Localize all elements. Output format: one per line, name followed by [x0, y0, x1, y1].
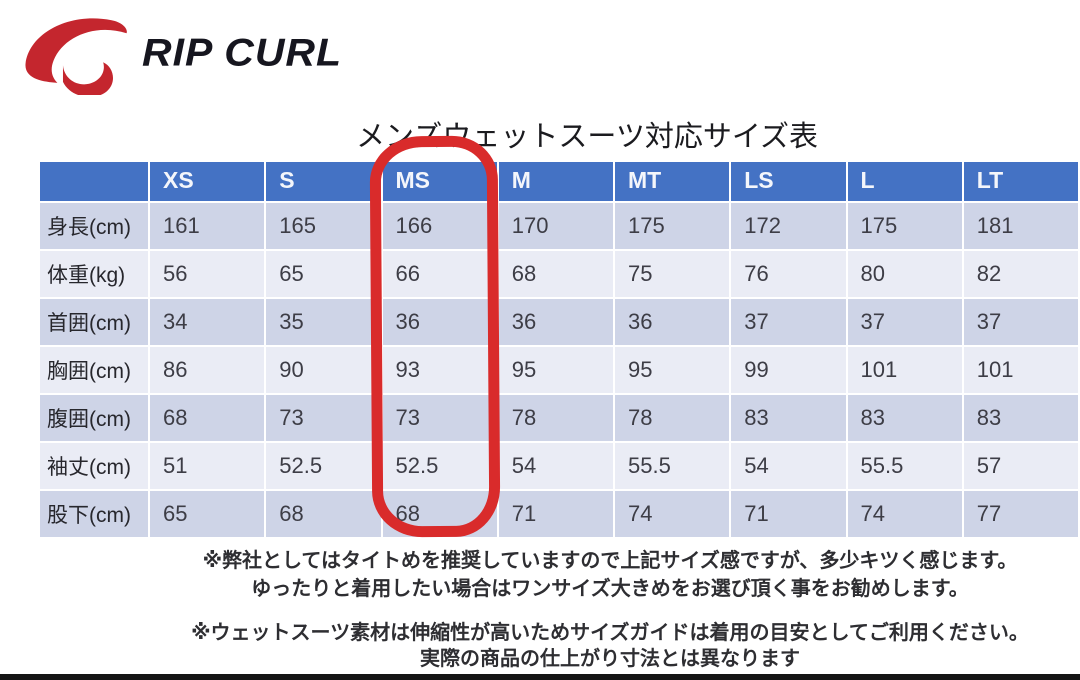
- table-cell: 68: [380, 489, 499, 539]
- table-cell: 74: [845, 489, 964, 539]
- table-cell: 166: [380, 201, 499, 251]
- table-cell: 52.5: [380, 441, 499, 491]
- table-cell: 66: [380, 249, 499, 299]
- table-row: 身長(cm) 161 165 166 170 175 172 175 181: [38, 201, 1080, 251]
- table-cell: 175: [845, 201, 964, 251]
- table-cell: 78: [496, 393, 616, 443]
- table-cell: 80: [845, 249, 964, 299]
- table-cell: 37: [845, 297, 964, 347]
- header-row: XS S MS M MT LS L LT: [38, 160, 1080, 203]
- table-cell: 56: [147, 249, 267, 299]
- note-line: ※ウェットスーツ素材は伸縮性が高いためサイズガイドは着用の目安としてご利用くださ…: [191, 622, 1029, 644]
- table-cell: 36: [612, 297, 732, 347]
- table-cell: 101: [845, 345, 964, 395]
- size-table: XS S MS M MT LS L LT 身長(cm) 161 165 166 170 175 172 17…: [38, 160, 1080, 539]
- table-cell: 55.5: [612, 441, 732, 491]
- table-cell: 73: [264, 393, 383, 443]
- size-table-body: 身長(cm) 161 165 166 170 175 172 175 181 体重(kg) 56 65…: [38, 201, 1080, 539]
- note-line: ※弊社としてはタイトめを推奨していますので上記サイズ感ですが、多少キツく感じます…: [202, 550, 1018, 572]
- column-header-m: M: [496, 160, 616, 203]
- row-label: 首囲(cm): [38, 297, 150, 347]
- row-label: 胸囲(cm): [38, 345, 150, 395]
- row-label: 股下(cm): [38, 489, 150, 539]
- note-line: 実際の商品の仕上がり寸法とは異なります: [420, 648, 800, 670]
- table-cell: 77: [961, 489, 1080, 539]
- row-label: 腹囲(cm): [38, 393, 150, 443]
- table-cell: 82: [961, 249, 1080, 299]
- size-table-header: XS S MS M MT LS L LT: [38, 160, 1080, 203]
- table-cell: 172: [729, 201, 848, 251]
- note-material-disclaimer: ※ウェットスーツ素材は伸縮性が高いためサイズガイドは着用の目安としてご利用くださ…: [140, 620, 1080, 672]
- table-cell: 35: [264, 297, 383, 347]
- brand-wordmark: RIP CURL: [142, 29, 343, 74]
- table-cell: 55.5: [845, 441, 964, 491]
- note-line: ゆったりと着用したい場合はワンサイズ大きめをお選び頂く事をお勧めします。: [251, 578, 969, 600]
- table-cell: 95: [612, 345, 732, 395]
- table-cell: 83: [845, 393, 964, 443]
- table-cell: 71: [496, 489, 616, 539]
- table-cell: 65: [147, 489, 267, 539]
- table-cell: 37: [961, 297, 1080, 347]
- table-cell: 99: [729, 345, 848, 395]
- table-row: 腹囲(cm) 68 73 73 78 78 83 83 83: [38, 393, 1080, 443]
- row-label: 体重(kg): [38, 249, 150, 299]
- bottom-black-bar: [0, 674, 1080, 680]
- table-cell: 52.5: [264, 441, 383, 491]
- table-cell: 161: [147, 201, 267, 251]
- table-row: 首囲(cm) 34 35 36 36 36 37 37 37: [38, 297, 1080, 347]
- table-cell: 83: [961, 393, 1080, 443]
- table-cell: 65: [264, 249, 383, 299]
- table-cell: 95: [496, 345, 616, 395]
- table-cell: 51: [147, 441, 267, 491]
- table-cell: 74: [612, 489, 732, 539]
- table-row: 体重(kg) 56 65 66 68 75 76 80 82: [38, 249, 1080, 299]
- table-cell: 76: [729, 249, 848, 299]
- table-cell: 86: [147, 345, 267, 395]
- note-fit-recommendation: ※弊社としてはタイトめを推奨していますので上記サイズ感ですが、多少キツく感じます…: [140, 547, 1080, 603]
- table-cell: 71: [729, 489, 848, 539]
- column-header-l: L: [845, 160, 964, 203]
- table-cell: 78: [612, 393, 732, 443]
- table-cell: 73: [380, 393, 499, 443]
- table-row: 股下(cm) 65 68 68 71 74 71 74 77: [38, 489, 1080, 539]
- column-header-ms: MS: [380, 160, 499, 203]
- table-cell: 34: [147, 297, 267, 347]
- table-cell: 165: [264, 201, 383, 251]
- table-cell: 101: [961, 345, 1080, 395]
- table-cell: 68: [147, 393, 267, 443]
- rip-curl-logo: RIP CURL: [20, 6, 342, 98]
- table-cell: 36: [496, 297, 616, 347]
- table-cell: 181: [961, 201, 1080, 251]
- table-cell: 36: [380, 297, 499, 347]
- row-label: 身長(cm): [38, 201, 150, 251]
- table-row: 胸囲(cm) 86 90 93 95 95 99 101 101: [38, 345, 1080, 395]
- table-cell: 37: [729, 297, 848, 347]
- column-header-s: S: [264, 160, 383, 203]
- column-header-lt: LT: [961, 160, 1080, 203]
- table-cell: 175: [612, 201, 732, 251]
- table-cell: 75: [612, 249, 732, 299]
- table-cell: 57: [961, 441, 1080, 491]
- table-cell: 68: [496, 249, 616, 299]
- column-header-ls: LS: [729, 160, 848, 203]
- table-cell: 83: [729, 393, 848, 443]
- table-cell: 68: [264, 489, 383, 539]
- table-cell: 90: [264, 345, 383, 395]
- column-header-mt: MT: [612, 160, 732, 203]
- table-cell: 93: [380, 345, 499, 395]
- table-cell: 54: [729, 441, 848, 491]
- row-label: 袖丈(cm): [38, 441, 150, 491]
- table-cell: 54: [496, 441, 616, 491]
- corner-header-cell: [38, 160, 150, 203]
- table-row: 袖丈(cm) 51 52.5 52.5 54 55.5 54 55.5 57: [38, 441, 1080, 491]
- table-cell: 170: [496, 201, 616, 251]
- column-header-xs: XS: [147, 160, 267, 203]
- rip-curl-wave-icon: [25, 18, 127, 95]
- page-title: メンズウェットスーツ対応サイズ表: [356, 121, 818, 154]
